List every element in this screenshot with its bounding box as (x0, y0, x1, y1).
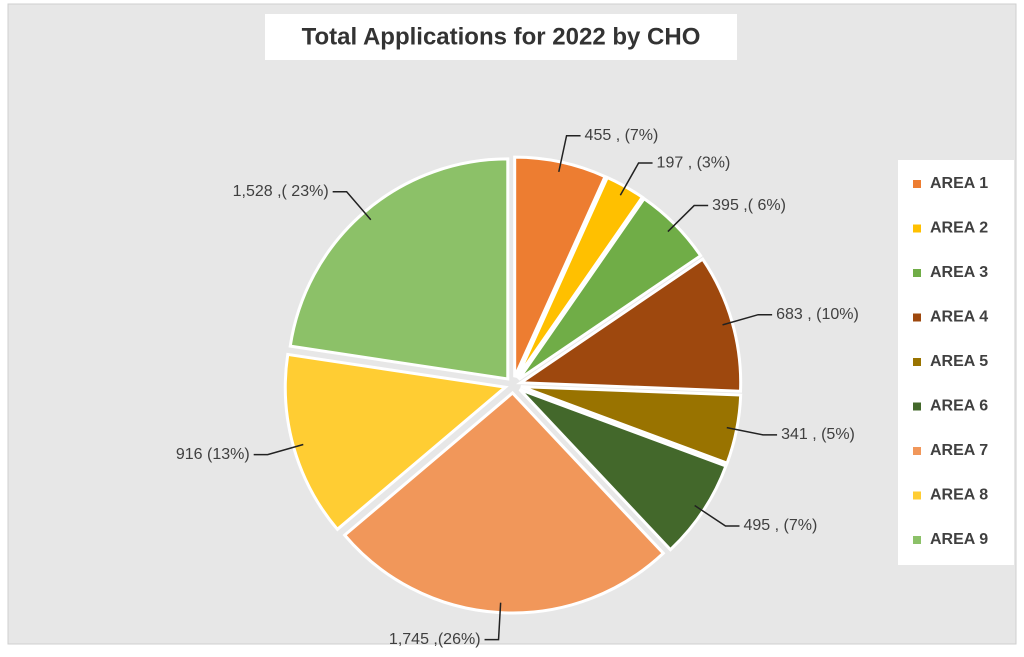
legend-swatch (913, 402, 921, 411)
data-label: 916 (13%) (176, 446, 250, 463)
legend-swatch (913, 491, 921, 500)
data-label: 197 , (3%) (657, 154, 731, 171)
legend-swatch (913, 536, 921, 544)
legend-label: AREA 2 (930, 220, 988, 237)
legend-swatch (913, 224, 921, 233)
legend-swatch (913, 180, 921, 188)
legend-label: AREA 4 (930, 309, 988, 326)
leader-line (667, 204, 709, 233)
legend-swatch (913, 313, 921, 322)
legend-label: AREA 9 (930, 531, 988, 548)
data-label: 341 , (5%) (781, 426, 855, 443)
data-label: 1,745 ,(26%) (389, 631, 481, 648)
leader-line (558, 134, 581, 173)
leader-line (619, 162, 653, 196)
data-label: 455 , (7%) (585, 127, 659, 144)
legend-swatch (913, 269, 921, 277)
data-label: 395 ,( 6%) (712, 197, 786, 214)
leader-line (484, 602, 502, 641)
legend-label: AREA 8 (930, 487, 988, 504)
legend-swatch (913, 358, 921, 366)
legend-label: AREA 1 (930, 175, 988, 192)
legend-label: AREA 5 (930, 353, 988, 370)
legend-label: AREA 3 (930, 264, 988, 281)
title-box (265, 14, 737, 60)
chart-title: Total Applications for 2022 by CHO (302, 23, 701, 50)
leader-line (332, 190, 372, 221)
leader-line (253, 443, 304, 456)
legend-label: AREA 7 (930, 442, 988, 459)
leader-line (726, 426, 778, 436)
data-label: 1,528 ,( 23%) (233, 183, 329, 200)
leader-line (694, 504, 740, 527)
legend-swatch (913, 447, 921, 455)
legend-label: AREA 6 (930, 398, 988, 415)
data-label: 683 , (10%) (776, 306, 859, 323)
leader-line (722, 313, 773, 326)
data-label: 495 , (7%) (743, 517, 817, 534)
